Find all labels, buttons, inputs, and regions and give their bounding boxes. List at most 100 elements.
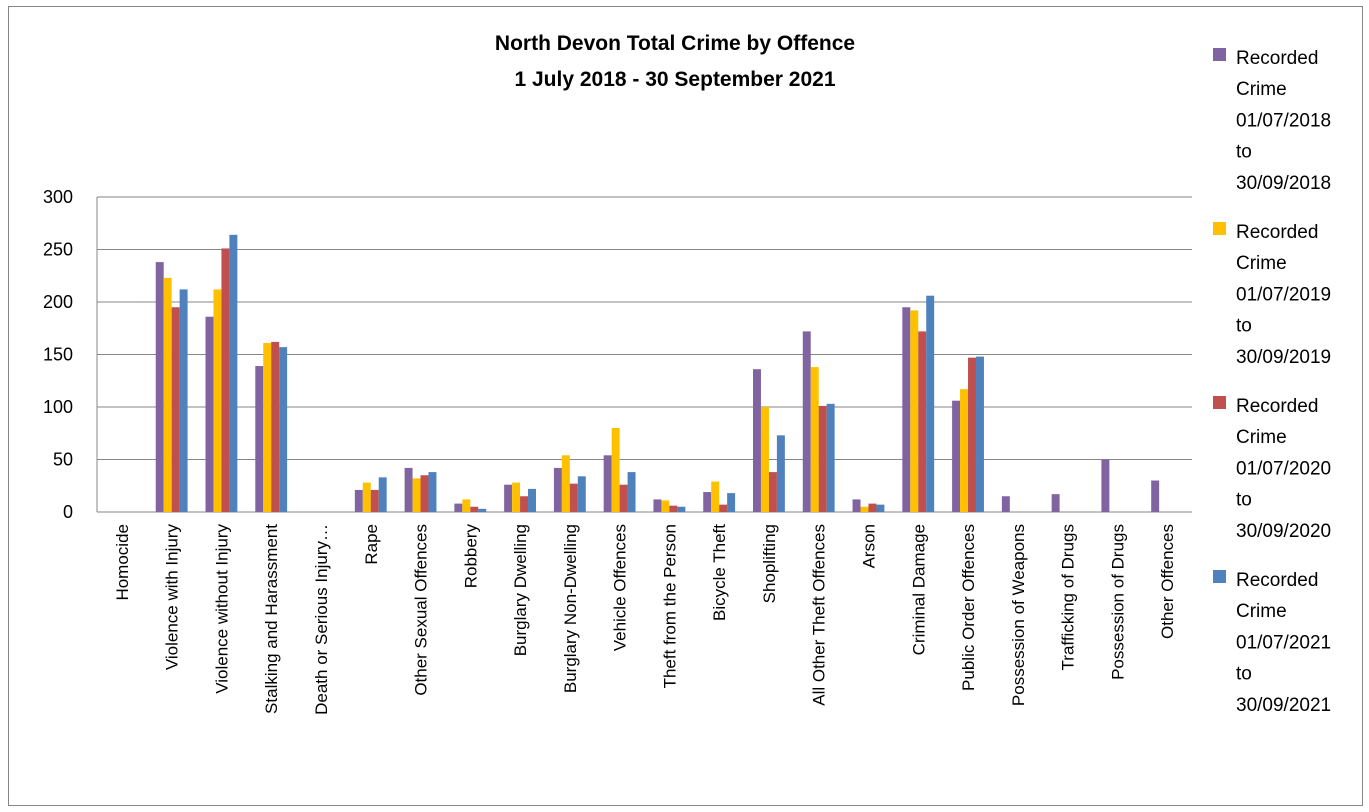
bar: [952, 400, 961, 512]
legend-label: 30/09/2019: [1236, 347, 1331, 368]
bar: [155, 262, 164, 512]
legend-entry: Recorded Crime 01/07/2021 to 30/09/2021: [1213, 570, 1331, 716]
legend-label: Crime: [1236, 253, 1287, 274]
bar: [975, 356, 984, 512]
bar: [1101, 459, 1110, 512]
x-tick-label: Death or Serious Injury…: [312, 524, 331, 715]
bar: [760, 407, 769, 512]
bar: [810, 367, 819, 512]
bar: [910, 310, 919, 512]
bar: [420, 475, 429, 512]
bar: [271, 341, 280, 512]
x-tick-label: Stalking and Harassment: [262, 524, 281, 714]
chart-title: North Devon Total Crime by Offence: [495, 32, 855, 55]
legend-label: 01/07/2018: [1236, 110, 1331, 131]
x-tick-label: Theft from the Person: [660, 524, 679, 688]
legend-label: 01/07/2019: [1236, 284, 1331, 305]
y-tick-label: 0: [63, 502, 73, 522]
x-tick-label: Burglary Non-Dwelling: [561, 524, 580, 693]
legend-label: to: [1236, 316, 1252, 337]
bar: [412, 478, 421, 512]
bar: [826, 403, 835, 512]
x-tick-label: Possession of Drugs: [1108, 524, 1127, 680]
x-tick-label: Criminal Damage: [909, 524, 928, 655]
legend: RecordedCrime01/07/2018to30/09/2018Recor…: [1213, 48, 1331, 716]
x-tick-label: Trafficking of Drugs: [1059, 524, 1078, 670]
bar: [1051, 494, 1060, 512]
legend-label: Recorded: [1236, 222, 1318, 243]
y-tick-label: 50: [53, 450, 73, 470]
bar: [520, 496, 529, 512]
x-tick-label: Robbery: [461, 524, 480, 589]
bars: [155, 234, 1160, 513]
bar: [603, 455, 612, 512]
x-tick-label: Rape: [362, 524, 381, 565]
bar: [1151, 480, 1160, 512]
x-tick-label: Vehicle Offences: [611, 524, 630, 651]
bar: [378, 477, 387, 512]
bar: [179, 289, 188, 512]
bar: [653, 499, 662, 512]
bar: [627, 472, 636, 512]
x-tick-label: Violence without Injury: [212, 524, 231, 694]
bar: [504, 484, 513, 512]
bar: [818, 405, 827, 512]
bar: [926, 295, 935, 512]
bar: [1001, 496, 1010, 512]
legend-label: Recorded: [1236, 570, 1318, 591]
x-tick-label: Homocide: [113, 524, 132, 601]
bar: [561, 455, 570, 512]
legend-entry: Recorded Crime 01/07/2019 to 30/09/2019: [1213, 222, 1331, 368]
bar: [669, 505, 678, 512]
legend-label: to: [1236, 142, 1252, 163]
bar: [968, 357, 976, 512]
legend-label: Crime: [1236, 601, 1287, 622]
bar: [428, 472, 437, 512]
bar: [661, 500, 670, 512]
y-tick-label: 200: [43, 292, 73, 312]
x-tick-label: Other Offences: [1158, 524, 1177, 639]
bar: [802, 331, 811, 512]
x-tick-label: Arson: [859, 524, 878, 568]
bar: [860, 506, 869, 512]
bar: [279, 347, 288, 512]
bar: [553, 467, 562, 512]
legend-label: 01/07/2021: [1236, 632, 1331, 653]
legend-swatch: [1213, 48, 1226, 61]
bar: [512, 482, 521, 512]
y-tick-label: 150: [43, 345, 73, 365]
bar: [852, 499, 861, 512]
legend-label: Recorded: [1236, 48, 1318, 69]
legend-swatch: [1213, 570, 1226, 583]
bar: [354, 489, 363, 512]
bar: [221, 248, 230, 512]
legend-label: to: [1236, 490, 1252, 511]
bar: [876, 504, 885, 512]
x-tick-label: Bicycle Theft: [710, 524, 729, 621]
bar: [569, 483, 578, 512]
legend-label: 30/09/2021: [1236, 695, 1331, 716]
legend-label: Crime: [1236, 79, 1287, 100]
bar: [255, 366, 264, 512]
y-tick-labels: 0 50 100 150 200 250 300: [43, 187, 73, 522]
bar: [229, 234, 238, 513]
bar: [703, 492, 712, 512]
y-tick-label: 300: [43, 187, 73, 207]
chart-subtitle: 1 July 2018 - 30 September 2021: [514, 68, 835, 91]
bar: [753, 369, 761, 512]
bar: [171, 307, 180, 512]
x-tick-label: Shoplifting: [760, 524, 779, 603]
x-tick-label: Possession of Weapons: [1009, 524, 1028, 706]
bar: [362, 482, 371, 512]
bar: [918, 331, 927, 512]
bar: [577, 476, 586, 512]
bar: [960, 389, 969, 512]
bar: [711, 481, 720, 512]
bar: [370, 489, 379, 512]
bar: [213, 289, 222, 512]
y-tick-label: 250: [43, 240, 73, 260]
legend-swatch: [1213, 222, 1226, 235]
x-tick-label: Public Order Offences: [959, 524, 978, 691]
bar: [404, 467, 413, 512]
legend-label: Crime: [1236, 427, 1287, 448]
